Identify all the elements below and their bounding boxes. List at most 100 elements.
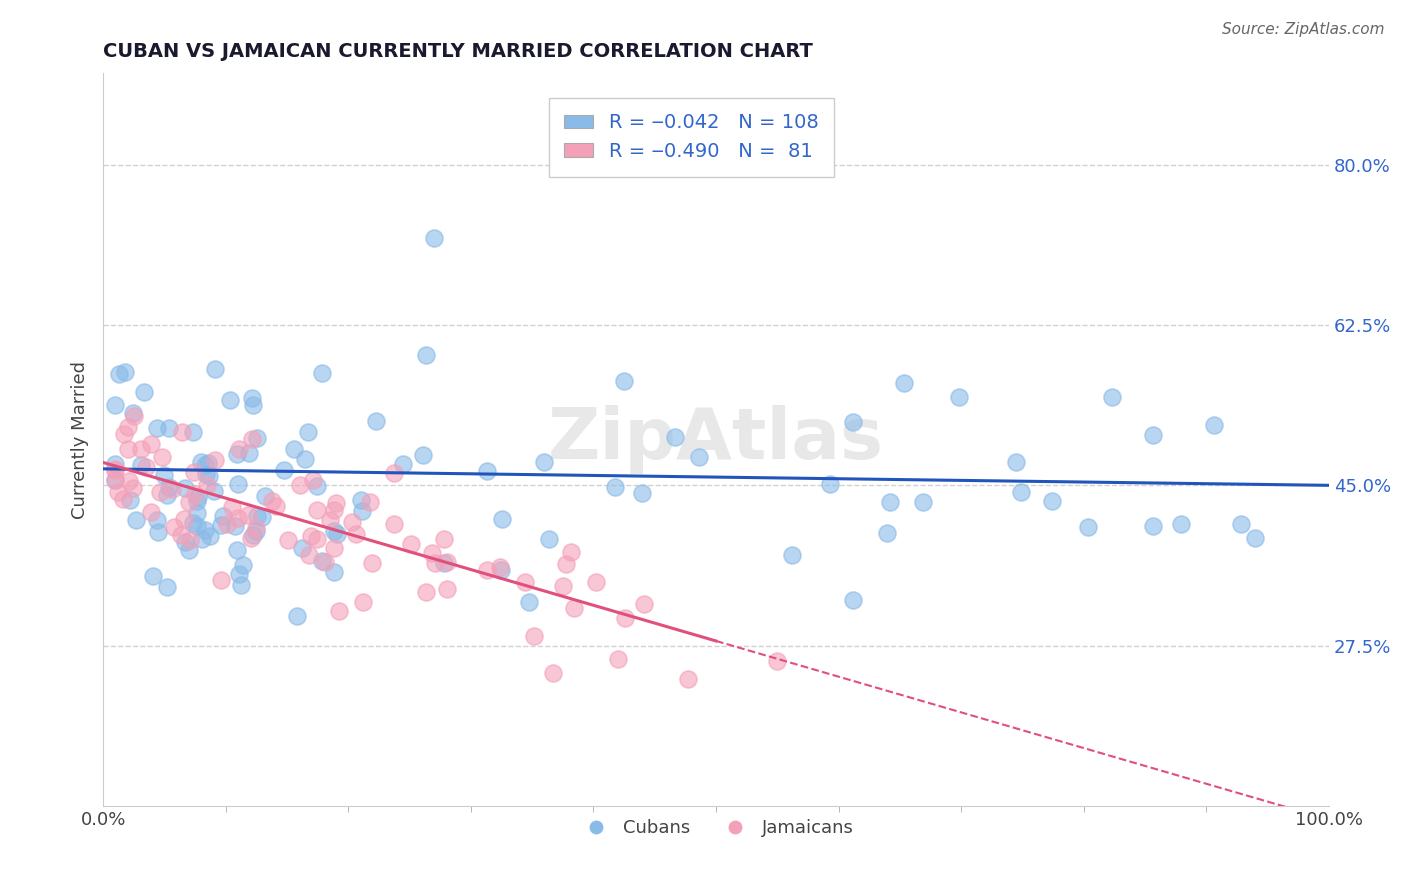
Point — [366, 414, 388, 428]
Point — [246, 508, 269, 523]
Point — [190, 454, 212, 468]
Point — [350, 504, 373, 518]
Point — [415, 585, 437, 599]
Point — [382, 467, 405, 481]
Point — [311, 553, 333, 567]
Point — [142, 569, 165, 583]
Point — [323, 503, 346, 517]
Point — [664, 430, 686, 444]
Point — [325, 496, 347, 510]
Point — [323, 565, 346, 579]
Point — [311, 366, 333, 380]
Point — [560, 545, 582, 559]
Point — [160, 482, 183, 496]
Point — [204, 453, 226, 467]
Point — [122, 406, 145, 420]
Point — [146, 421, 169, 435]
Point — [285, 609, 308, 624]
Point — [491, 512, 513, 526]
Point — [297, 425, 319, 440]
Point — [174, 482, 197, 496]
Point — [104, 457, 127, 471]
Point — [156, 488, 179, 502]
Point — [314, 556, 336, 570]
Point — [780, 548, 803, 562]
Point — [415, 348, 437, 362]
Point — [1010, 485, 1032, 500]
Point — [262, 494, 284, 508]
Point — [676, 672, 699, 686]
Point — [305, 479, 328, 493]
Point — [323, 524, 346, 539]
Point — [515, 574, 537, 589]
Point — [1005, 455, 1028, 469]
Point — [360, 556, 382, 570]
Point — [1170, 516, 1192, 531]
Point — [384, 516, 406, 531]
Point — [1244, 532, 1267, 546]
Point — [215, 516, 238, 531]
Point — [114, 365, 136, 379]
Point — [198, 468, 221, 483]
Point — [224, 519, 246, 533]
Point — [146, 525, 169, 540]
Point — [104, 399, 127, 413]
Point — [232, 558, 254, 573]
Point — [104, 462, 127, 476]
Point — [135, 459, 157, 474]
Point — [425, 556, 447, 570]
Point — [318, 513, 340, 527]
Point — [277, 533, 299, 547]
Point — [1142, 428, 1164, 442]
Point — [273, 463, 295, 477]
Point — [328, 605, 350, 619]
Point — [170, 528, 193, 542]
Point — [302, 474, 325, 488]
Point — [177, 495, 200, 509]
Point — [246, 431, 269, 445]
Point — [193, 523, 215, 537]
Point — [186, 519, 208, 533]
Point — [433, 532, 456, 546]
Point — [209, 517, 232, 532]
Point — [242, 527, 264, 541]
Point — [139, 505, 162, 519]
Point — [240, 391, 263, 405]
Point — [186, 494, 208, 508]
Point — [250, 510, 273, 524]
Text: ZipAtlas: ZipAtlas — [548, 405, 884, 474]
Point — [211, 509, 233, 524]
Text: Source: ZipAtlas.com: Source: ZipAtlas.com — [1222, 22, 1385, 37]
Point — [543, 665, 565, 680]
Point — [204, 362, 226, 376]
Point — [294, 451, 316, 466]
Point — [242, 399, 264, 413]
Point — [187, 490, 209, 504]
Point — [186, 506, 208, 520]
Point — [200, 529, 222, 543]
Point — [170, 425, 193, 439]
Point — [323, 541, 346, 555]
Point — [307, 502, 329, 516]
Point — [283, 442, 305, 456]
Point — [245, 524, 267, 539]
Point — [245, 521, 267, 535]
Point — [184, 487, 207, 501]
Point — [489, 563, 512, 577]
Point — [225, 447, 247, 461]
Point — [179, 542, 201, 557]
Point — [183, 465, 205, 479]
Point — [238, 508, 260, 522]
Point — [238, 446, 260, 460]
Point — [1040, 494, 1063, 508]
Point — [342, 516, 364, 530]
Point — [288, 478, 311, 492]
Y-axis label: Currently Married: Currently Married — [72, 360, 89, 518]
Point — [633, 597, 655, 611]
Point — [352, 595, 374, 609]
Point — [112, 427, 135, 442]
Point — [104, 462, 127, 476]
Point — [688, 450, 710, 464]
Point — [157, 480, 180, 494]
Point — [162, 519, 184, 533]
